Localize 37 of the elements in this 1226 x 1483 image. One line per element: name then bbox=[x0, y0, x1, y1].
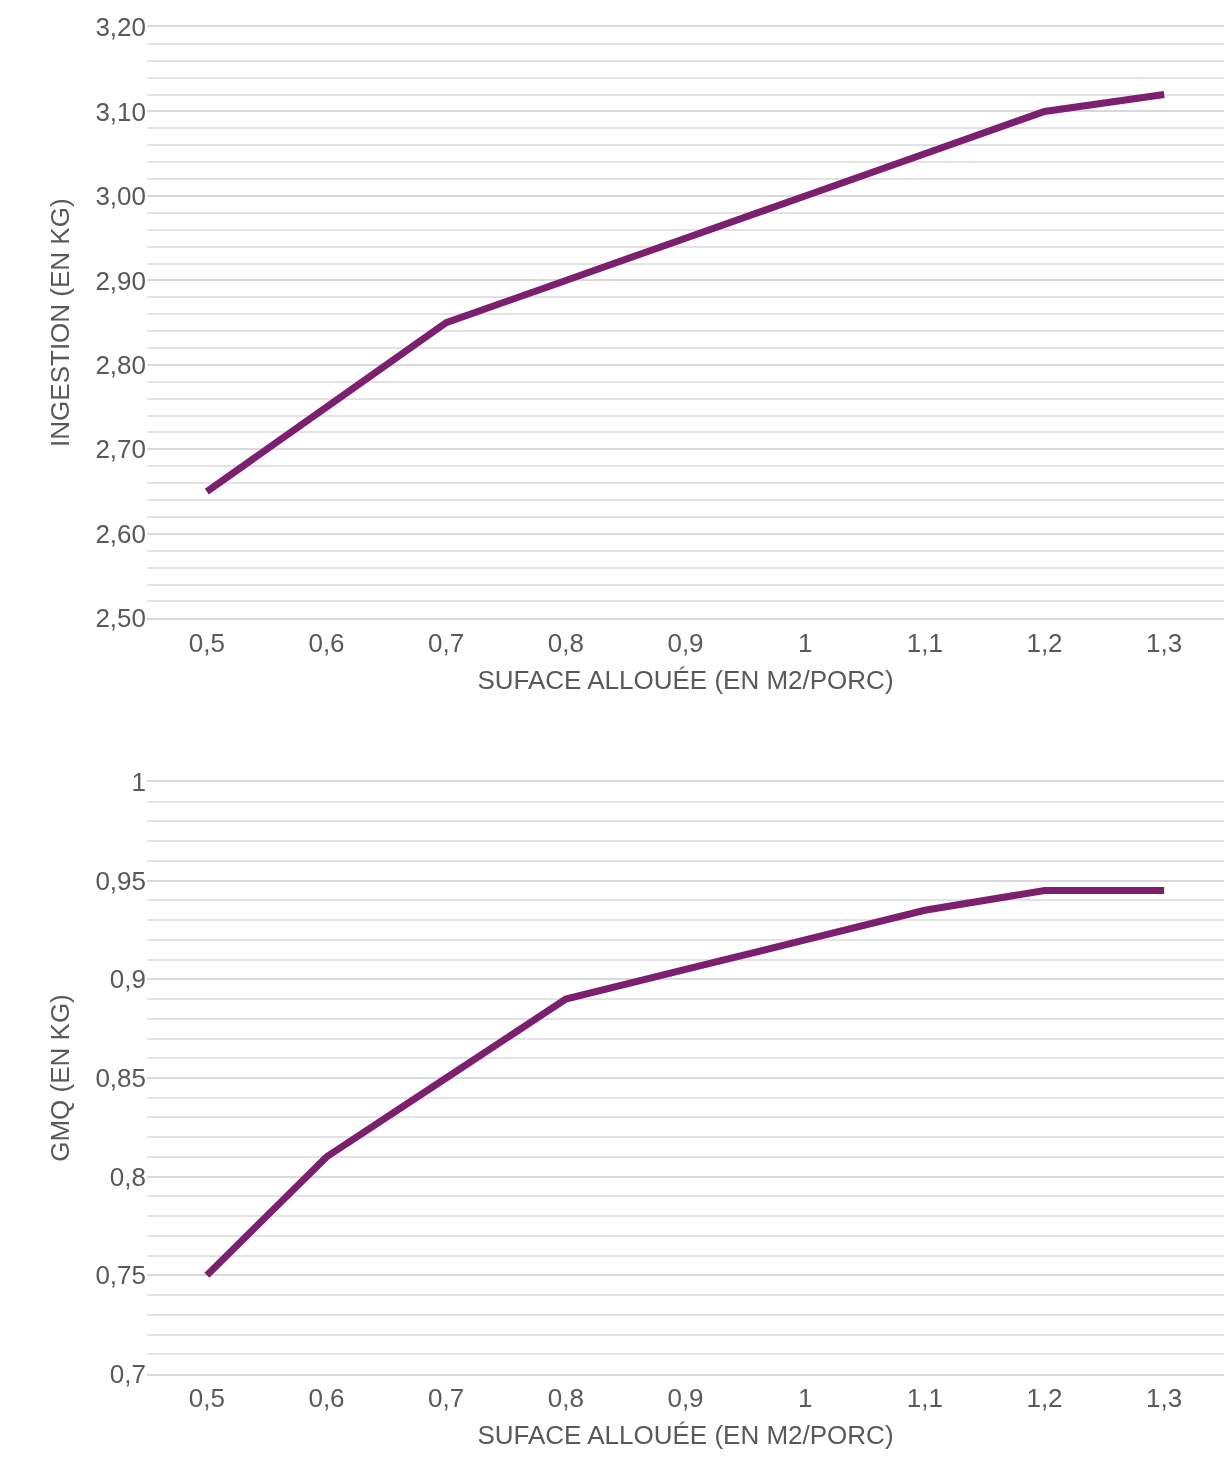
x-tick-label: 1,3 bbox=[1146, 1383, 1183, 1414]
x-tick-label: 1,2 bbox=[1026, 627, 1063, 658]
y-tick-label: 2,60 bbox=[95, 518, 146, 549]
x-tick-label: 0,7 bbox=[428, 1383, 465, 1414]
x-tick-label: 0,6 bbox=[308, 1383, 345, 1414]
y-tick-label: 3,00 bbox=[95, 181, 146, 212]
y-tick-label: 2,80 bbox=[95, 350, 146, 380]
y-tick-label: 2,50 bbox=[95, 603, 146, 634]
x-tick-label: 1,1 bbox=[906, 627, 943, 658]
x-axis-title: SUFACE ALLOUÉE (EN M2/PORC) bbox=[477, 664, 894, 695]
y-tick-label: 1 bbox=[131, 767, 146, 798]
y-axis-title: GMQ (EN KG) bbox=[44, 994, 75, 1162]
x-tick-label: 1 bbox=[797, 627, 813, 658]
x-tick-label: 0,6 bbox=[308, 627, 345, 658]
x-tick-label: 1,2 bbox=[1026, 1383, 1063, 1414]
y-tick-label: 3,10 bbox=[95, 96, 146, 127]
x-axis-title: SUFACE ALLOUÉE (EN M2/PORC) bbox=[477, 1420, 894, 1451]
x-tick-label: 1 bbox=[797, 1383, 813, 1414]
x-tick-label: 1,3 bbox=[1146, 627, 1183, 658]
y-tick-label: 2,90 bbox=[95, 265, 146, 296]
x-tick-label: 1,1 bbox=[906, 1383, 943, 1414]
x-tick-label: 0,8 bbox=[547, 1383, 584, 1414]
y-tick-label: 0,95 bbox=[95, 865, 146, 896]
x-tick-label: 0,9 bbox=[667, 1383, 704, 1414]
y-axis-title: INGESTION (EN KG) bbox=[44, 198, 75, 447]
y-tick-label: 0,9 bbox=[109, 964, 146, 995]
x-tick-label: 0,5 bbox=[188, 1383, 225, 1414]
y-tick-label: 2,70 bbox=[95, 434, 146, 465]
x-tick-label: 0,9 bbox=[667, 627, 704, 658]
y-tick-label: 0,85 bbox=[95, 1063, 146, 1094]
y-tick-label: 3,20 bbox=[95, 12, 146, 43]
y-tick-label: 0,7 bbox=[109, 1359, 146, 1390]
x-tick-label: 0,7 bbox=[428, 627, 465, 658]
x-tick-label: 0,8 bbox=[547, 627, 584, 658]
x-tick-label: 0,5 bbox=[188, 627, 225, 658]
y-tick-label: 0,8 bbox=[109, 1161, 146, 1192]
y-tick-label: 0,75 bbox=[95, 1260, 146, 1291]
